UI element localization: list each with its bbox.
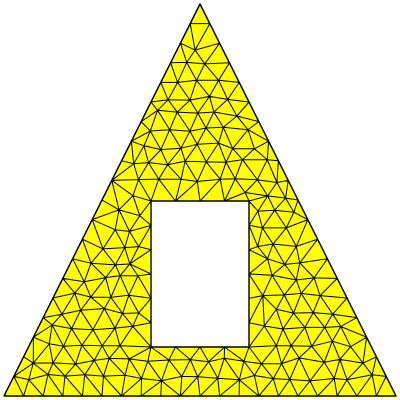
hole-outline [150, 200, 250, 348]
outer-triangle-outline [3, 3, 397, 397]
rectangular-hole [151, 201, 249, 347]
